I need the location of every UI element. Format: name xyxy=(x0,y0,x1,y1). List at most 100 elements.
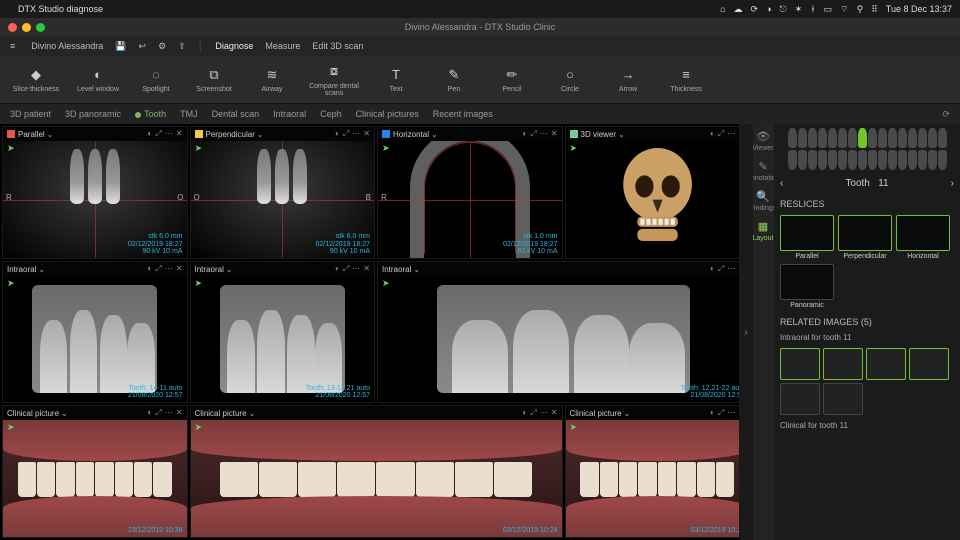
mode-edit-3d[interactable]: Edit 3D scan xyxy=(312,41,363,51)
mode-measure[interactable]: Measure xyxy=(265,41,300,51)
tooth-icon[interactable] xyxy=(838,128,847,148)
tooth-icon[interactable] xyxy=(928,128,937,148)
chevron-down-icon[interactable]: ⌄ xyxy=(431,130,438,139)
next-tooth-button[interactable]: › xyxy=(951,178,954,189)
close-icon[interactable]: ✕ xyxy=(176,129,183,139)
tool-pen[interactable]: ✎Pen xyxy=(426,56,482,103)
tool-text[interactable]: TText xyxy=(368,56,424,103)
status-icon[interactable]: ☁ xyxy=(734,4,743,15)
reslice-perpendicular[interactable]: Perpendicular xyxy=(838,215,892,260)
related-thumb[interactable] xyxy=(780,348,820,380)
status-icon[interactable]: ⌂ xyxy=(720,4,725,14)
tooth-icon[interactable] xyxy=(878,150,887,170)
tooth-icon[interactable] xyxy=(848,128,857,148)
back-icon[interactable]: ↩ xyxy=(139,41,147,52)
tooth-icon[interactable] xyxy=(858,150,867,170)
chevron-down-icon[interactable]: ⌄ xyxy=(226,265,233,274)
menu-icon[interactable]: ≡ xyxy=(10,41,15,51)
panel-icon[interactable]: ◐ xyxy=(148,129,153,139)
panel-icon[interactable]: ⤢ xyxy=(155,129,161,139)
panel-icon[interactable]: ⤢ xyxy=(530,408,536,418)
tooth-chart[interactable] xyxy=(780,128,954,170)
tooth-icon[interactable] xyxy=(908,150,917,170)
tool-compare-dental-scans[interactable]: ⧇Compare dental scans xyxy=(302,56,366,103)
patient-name[interactable]: Divino Alessandra xyxy=(31,41,103,51)
tooth-icon[interactable] xyxy=(788,150,797,170)
tooth-icon[interactable] xyxy=(888,128,897,148)
tooth-icon[interactable] xyxy=(828,150,837,170)
close-icon[interactable]: ✕ xyxy=(176,408,183,418)
refresh-icon[interactable]: ⟳ xyxy=(942,109,950,120)
settings-icon[interactable]: ⚙ xyxy=(158,41,166,52)
tooth-icon[interactable] xyxy=(918,128,927,148)
tooth-icon[interactable] xyxy=(908,128,917,148)
panel-icon[interactable]: ⋯ xyxy=(727,408,735,418)
tool-pencil[interactable]: ✏Pencil xyxy=(484,56,540,103)
viewport-intraoral[interactable]: Intraoral⌄◐⤢⋯✕➤Tooth: 14-11 auto21/08/20… xyxy=(2,261,188,403)
spotlight-icon[interactable]: ⚲ xyxy=(857,4,864,15)
tooth-icon[interactable] xyxy=(888,150,897,170)
related-thumb[interactable] xyxy=(909,348,949,380)
close-icon[interactable]: ✕ xyxy=(176,264,183,274)
panel-title[interactable]: Intraoral xyxy=(195,265,224,274)
viewport-clinical-picture[interactable]: Clinical picture⌄◐⤢⋯✕➤03/12/2019 10:24 xyxy=(565,405,751,538)
tooth-icon[interactable] xyxy=(848,150,857,170)
tab-ceph[interactable]: Ceph xyxy=(320,109,342,119)
menubar-app-name[interactable]: DTX Studio diagnose xyxy=(18,4,103,14)
chevron-down-icon[interactable]: ⌄ xyxy=(61,409,68,418)
related-thumb[interactable] xyxy=(823,383,863,415)
status-icon[interactable]: ⎋ xyxy=(780,4,787,15)
tooth-icon[interactable] xyxy=(828,128,837,148)
tool-thickness[interactable]: ≡Thickness xyxy=(658,56,714,103)
status-icon[interactable]: ⟳ xyxy=(751,4,759,15)
tab-3d-panoramic[interactable]: 3D panoramic xyxy=(65,109,121,119)
panel-icon[interactable]: ⋯ xyxy=(727,264,735,274)
panel-title[interactable]: Horizontal xyxy=(393,130,429,139)
viewport-intraoral[interactable]: Intraoral⌄◐⤢⋯✕➤Tooth: 13-12,21 auto21/08… xyxy=(190,261,376,403)
control-center-icon[interactable]: ⠿ xyxy=(871,4,878,15)
panel-icon[interactable]: ⤢ xyxy=(530,129,536,139)
reslice-panoramic[interactable]: Panoramic xyxy=(780,264,834,309)
tab-dental-scan[interactable]: Dental scan xyxy=(212,109,260,119)
panel-title[interactable]: Parallel xyxy=(18,130,45,139)
viewport-perpendicular[interactable]: Perpendicular⌄◐⤢⋯✕➤OBstk 6.0 mm02/12/201… xyxy=(190,126,376,259)
tab-intraoral[interactable]: Intraoral xyxy=(273,109,306,119)
next-page-button[interactable]: › xyxy=(739,124,753,540)
panel-icon[interactable]: ⋯ xyxy=(165,129,173,139)
bluetooth-icon[interactable]: ᚼ xyxy=(810,4,815,14)
viewport-intraoral[interactable]: Intraoral⌄◐⤢⋯✕➤Tooth: 12,21-22 auto21/08… xyxy=(377,261,750,403)
panel-title[interactable]: Perpendicular xyxy=(206,130,255,139)
related-thumb[interactable] xyxy=(823,348,863,380)
save-icon[interactable]: 💾 xyxy=(115,41,126,52)
panel-icon[interactable]: ◐ xyxy=(335,264,340,274)
panel-title[interactable]: 3D viewer xyxy=(581,130,617,139)
status-icon[interactable]: ◑ xyxy=(766,4,771,14)
panel-title[interactable]: Intraoral xyxy=(382,265,411,274)
tooth-icon[interactable] xyxy=(798,128,807,148)
tooth-icon[interactable] xyxy=(808,128,817,148)
tooth-icon[interactable] xyxy=(928,150,937,170)
panel-icon[interactable]: ⋯ xyxy=(540,408,548,418)
tab-recent-images[interactable]: Recent images xyxy=(433,109,493,119)
panel-title[interactable]: Clinical picture xyxy=(7,409,59,418)
tooth-icon[interactable] xyxy=(838,150,847,170)
tool-airway[interactable]: ≋Airway xyxy=(244,56,300,103)
panel-icon[interactable]: ⋯ xyxy=(165,264,173,274)
status-icon[interactable]: ✶ xyxy=(795,4,803,15)
tooth-icon[interactable] xyxy=(798,150,807,170)
tooth-icon[interactable] xyxy=(898,150,907,170)
panel-icon[interactable]: ⤢ xyxy=(155,264,161,274)
panel-icon[interactable]: ◐ xyxy=(148,408,153,418)
panel-icon[interactable]: ◐ xyxy=(710,264,715,274)
related-thumb[interactable] xyxy=(866,348,906,380)
tooth-icon[interactable] xyxy=(818,150,827,170)
tab-clinical-pictures[interactable]: Clinical pictures xyxy=(356,109,419,119)
rail-viewer[interactable]: 👁Viewer xyxy=(752,130,773,152)
close-icon[interactable]: ✕ xyxy=(551,129,558,139)
tool-level-window[interactable]: ◐Level window xyxy=(70,56,126,103)
tab-tmj[interactable]: TMJ xyxy=(180,109,198,119)
panel-icon[interactable]: ⋯ xyxy=(352,264,360,274)
panel-icon[interactable]: ⤢ xyxy=(718,408,724,418)
battery-icon[interactable]: ▭ xyxy=(824,4,833,15)
reslice-horizontal[interactable]: Horizontal xyxy=(896,215,950,260)
